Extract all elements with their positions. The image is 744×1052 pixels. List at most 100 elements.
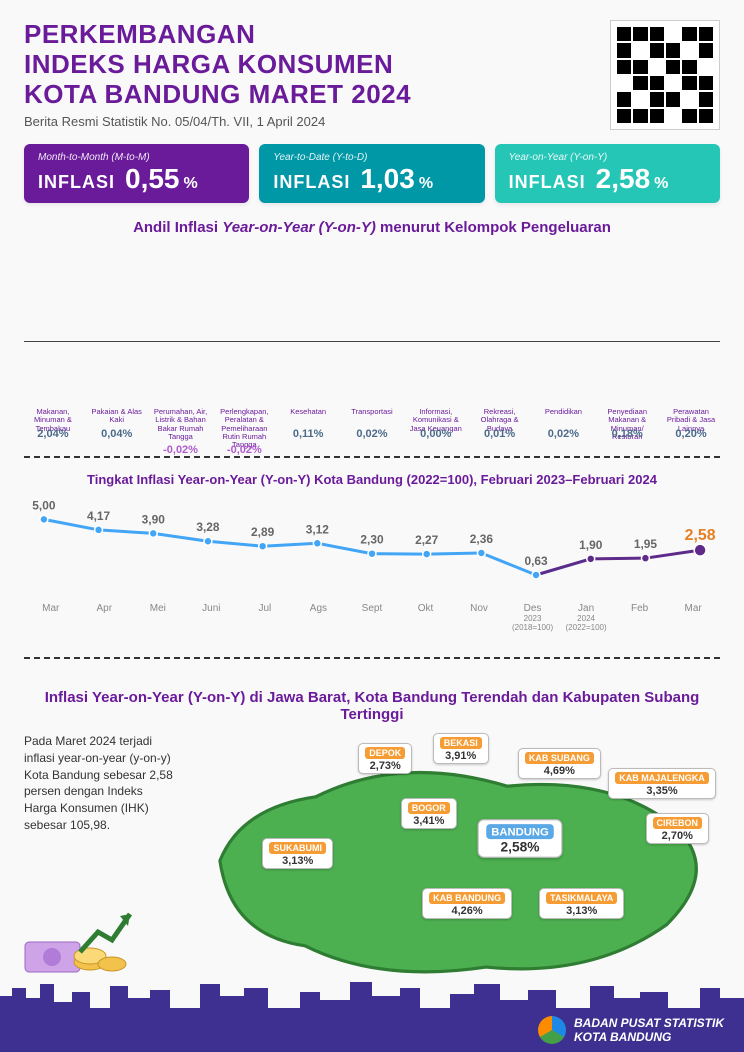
bar-column: Perawatan Pribadi & Jasa Lainnya0,20%	[662, 408, 720, 442]
line-point	[40, 515, 48, 523]
bps-logo-icon	[538, 1016, 566, 1044]
line-point	[259, 542, 267, 550]
line-xlabel: Mar	[666, 603, 720, 632]
line-point	[368, 550, 376, 558]
line-xlabel: Ags	[292, 603, 346, 632]
bar-value-label: 0,02%	[356, 428, 387, 440]
kpi-subtitle: Month-to-Month (M-to-M)	[38, 152, 235, 163]
line-point	[149, 529, 157, 537]
map-description: Pada Maret 2024 terjadi inflasi year-on-…	[24, 733, 174, 834]
map-title: Inflasi Year-on-Year (Y-on-Y) di Jawa Ba…	[24, 689, 720, 723]
yoy-linechart: 5,004,173,903,282,893,122,302,272,360,63…	[24, 493, 720, 643]
kpi-card: Month-to-Month (M-to-M) INFLASI 0,55%	[24, 144, 249, 203]
line-xlabel: Okt	[399, 603, 453, 632]
city-value: 3,13%	[282, 855, 313, 867]
separator	[24, 657, 720, 659]
line-xlabel: Jan2024 (2022=100)	[559, 603, 613, 632]
kpi-panel: Month-to-Month (M-to-M)INFLASI0,55%Year-…	[24, 144, 720, 203]
line-point-label: 0,63	[524, 554, 548, 568]
kpi-value: 0,55	[125, 163, 180, 195]
city-label: SUKABUMI3,13%	[262, 838, 333, 869]
bar-column: Rekreasi, Olahraga & Budaya0,01%	[471, 408, 529, 442]
bar-value-label: -0,02%	[163, 444, 198, 456]
line-point-label: 2,27	[415, 533, 439, 547]
line-point-label: 3,90	[142, 512, 166, 526]
line-point	[587, 555, 595, 563]
jabar-map: DEPOK2,73%BEKASI3,91%KAB SUBANG4,69%KAB …	[188, 733, 720, 983]
line-point	[694, 544, 706, 556]
line-point	[641, 554, 649, 562]
bar-value-label: 0,11%	[293, 428, 324, 440]
line-xlabel: Juni	[185, 603, 239, 632]
city-label: CIREBON2,70%	[646, 813, 710, 844]
bar-column: Perlengkapan, Peralatan & Pemeliharaan R…	[215, 408, 273, 442]
line-point-label: 5,00	[32, 498, 56, 512]
bar-column: Penyediaan Makanan & Minuman/ Restoran0,…	[598, 408, 656, 442]
bar-value-label: 0,02%	[548, 428, 579, 440]
line-point-label: 1,90	[579, 538, 603, 552]
line-point	[423, 550, 431, 558]
kpi-value: 2,58	[596, 163, 651, 195]
line-point-label: 4,17	[87, 509, 111, 523]
bar-category-label: Perumahan, Air, Listrik & Bahan Bakar Ru…	[152, 408, 210, 440]
kpi-label: INFLASI	[273, 172, 350, 193]
line-point	[532, 571, 540, 579]
line-point	[204, 537, 212, 545]
bar-value-label: 0,18%	[612, 428, 643, 440]
kpi-label: INFLASI	[38, 172, 115, 193]
line-xlabel: Feb	[613, 603, 667, 632]
line-point	[313, 539, 321, 547]
footer-org2: KOTA BANDUNG	[574, 1030, 724, 1044]
line-point-label: 2,36	[470, 532, 494, 546]
line-point-label: 1,95	[634, 537, 658, 551]
line-xlabel: Mar	[24, 603, 78, 632]
line-xlabel: Des2023 (2018=100)	[506, 603, 560, 632]
contribution-barchart: Makanan, Minuman & Tembakau2,04%Pakaian …	[24, 242, 720, 442]
bar-value-label: 0,00%	[420, 428, 451, 440]
line-point-label: 2,58	[685, 527, 716, 544]
line-point	[477, 549, 485, 557]
page-title-l1: PERKEMBANGAN	[24, 20, 411, 50]
line-point-label: 3,12	[306, 522, 330, 536]
line-point	[95, 526, 103, 534]
bar-category-label: Perlengkapan, Peralatan & Pemeliharaan R…	[215, 408, 273, 440]
city-label: KAB BANDUNG4,26%	[422, 888, 512, 919]
city-value: 2,73%	[370, 760, 401, 772]
separator	[24, 456, 720, 458]
bar-value-label: 2,04%	[37, 428, 68, 440]
kpi-label: INFLASI	[509, 172, 586, 193]
bar-column: Perumahan, Air, Listrik & Bahan Bakar Ru…	[152, 408, 210, 442]
city-value: 3,35%	[646, 785, 677, 797]
bar-value-label: -0,02%	[227, 444, 262, 456]
city-label: BEKASI3,91%	[433, 733, 489, 764]
kpi-pct: %	[654, 175, 668, 193]
bar-column: Transportasi0,02%	[343, 408, 401, 442]
line-point-label: 2,30	[360, 533, 384, 547]
kpi-subtitle: Year-to-Date (Y-to-D)	[273, 152, 470, 163]
footer-org1: BADAN PUSAT STATISTIK	[574, 1016, 724, 1030]
city-value: 4,26%	[451, 905, 482, 917]
line-point-label: 2,89	[251, 525, 275, 539]
kpi-subtitle: Year-on-Year (Y-on-Y)	[509, 152, 706, 163]
city-value: 4,69%	[544, 765, 575, 777]
city-label: KAB MAJALENGKA3,35%	[608, 768, 716, 799]
bar-value-label: 0,04%	[101, 428, 132, 440]
bar-column: Informasi, Komunikasi & Jasa Keuangan0,0…	[407, 408, 465, 442]
bar-value-label: 0,20%	[675, 428, 706, 440]
map-land-shape	[220, 773, 696, 972]
linechart-title: Tingkat Inflasi Year-on-Year (Y-on-Y) Ko…	[24, 472, 720, 487]
city-value: 2,58%	[500, 840, 539, 855]
line-xlabel: Sept	[345, 603, 399, 632]
bar-column: Pendidikan0,02%	[535, 408, 593, 442]
city-value: 3,91%	[445, 750, 476, 762]
city-label: BANDUNG2,58%	[477, 819, 562, 858]
money-illustration	[20, 902, 140, 982]
line-xlabel: Mei	[131, 603, 185, 632]
qr-code	[610, 20, 720, 130]
footer-bar: BADAN PUSAT STATISTIK KOTA BANDUNG	[0, 1008, 744, 1052]
kpi-card: Year-on-Year (Y-on-Y) INFLASI 2,58%	[495, 144, 720, 203]
city-label: BOGOR3,41%	[401, 798, 457, 829]
city-label: DEPOK2,73%	[358, 743, 412, 774]
kpi-pct: %	[184, 175, 198, 193]
barchart-title: Andil Inflasi Year-on-Year (Y-on-Y) menu…	[24, 219, 720, 236]
